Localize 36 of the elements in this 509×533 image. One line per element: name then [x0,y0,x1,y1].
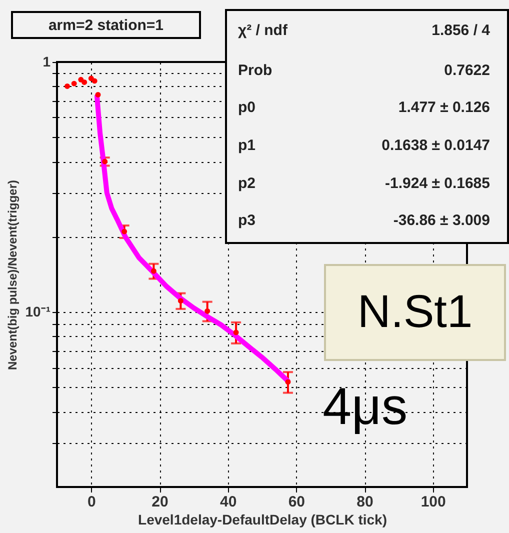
annotation: p1 [238,137,256,154]
text: χ² / ndf [238,22,288,39]
x-tick-label: 40 [220,494,237,510]
annotation: 0.1638 ± 0.0147 [382,137,490,154]
y-tick-label: 10⁻¹ [25,304,51,320]
x-axis-title: Level1delay-DefaultDelay (BCLK tick) [138,512,387,528]
annotation: p3 [238,212,256,229]
x-tick-label: 20 [152,494,168,510]
point [178,298,184,304]
point [204,308,210,314]
y-axis-title: Nevent(big pulse)/Nevent(trigger) [5,180,20,370]
point [82,80,88,85]
point [233,330,239,336]
text: 1.856 / 4 [432,22,491,39]
chart-title: arm=2 station=1 [48,17,164,34]
annotation: 4μs [322,378,408,436]
point [150,268,156,274]
point [95,92,101,98]
point [71,80,77,86]
annotation: p2 [238,175,256,192]
point [285,379,291,385]
annotation: 0.7622 [444,62,490,79]
annotation: p0 [238,99,256,116]
x-tick-label: 60 [288,494,306,510]
point [64,84,70,89]
x-tick-label: 100 [420,494,446,510]
point [92,78,98,84]
point [122,228,128,234]
annotation: Prob [238,62,272,79]
annotation: 1.477 ± 0.126 [398,99,490,116]
y-tick-label: 1 [42,54,51,70]
annotation: -36.86 ± 3.009 [393,212,490,229]
x-tick-label: 80 [356,494,374,510]
annotation: N.St1 [357,285,473,337]
x-tick-label: 0 [87,494,96,510]
annotation: -1.924 ± 0.1685 [385,175,490,192]
